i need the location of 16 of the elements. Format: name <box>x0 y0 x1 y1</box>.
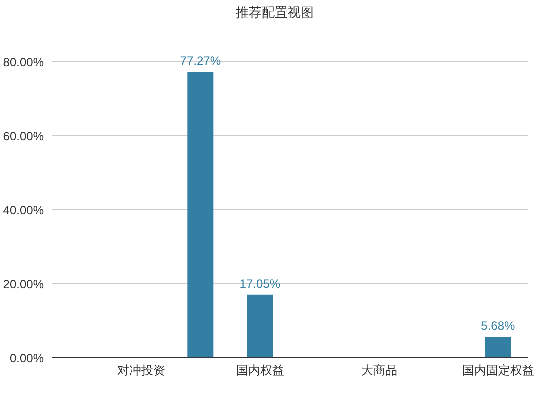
bar <box>485 336 512 358</box>
data-label: 5.68% <box>481 318 516 333</box>
x-tick-label: 国内权益 <box>236 364 284 378</box>
y-tick-label: 60.00% <box>3 129 44 144</box>
y-tick-label: 20.00% <box>3 277 44 292</box>
data-label: 17.05% <box>240 276 281 291</box>
x-tick-label: 大商品 <box>361 364 398 378</box>
data-label: 77.27% <box>180 54 222 68</box>
bar <box>247 294 274 358</box>
chart-title: 推荐配置视图 <box>235 4 315 22</box>
y-tick-label: 80.00% <box>3 55 44 70</box>
x-tick-label: 国内固定权益 <box>462 364 534 378</box>
y-tick-label: 0.00% <box>10 351 44 366</box>
bar <box>188 72 214 358</box>
x-tick-label: 对冲投资 <box>117 364 166 378</box>
y-tick-label: 40.00% <box>3 203 44 218</box>
